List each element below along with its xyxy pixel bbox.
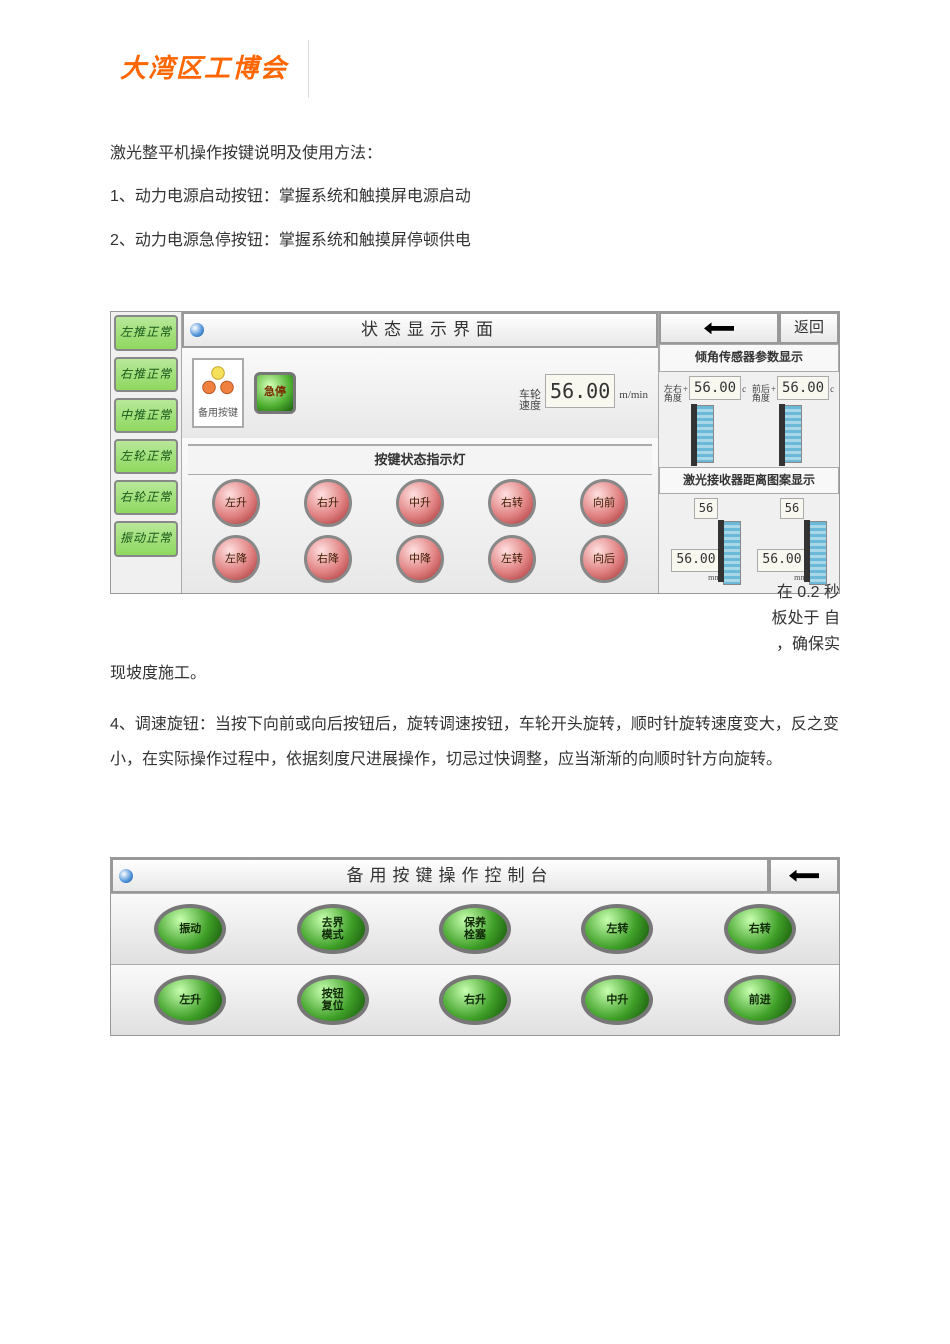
logo-container: 大湾区工博会	[110, 40, 309, 98]
indicator-button[interactable]: 中降	[396, 535, 444, 583]
indicator-button[interactable]: 中升	[396, 479, 444, 527]
laser-sensor: 5656.00mm	[757, 498, 826, 585]
indicator-button[interactable]: 向后	[580, 535, 628, 583]
indicator-row-b: 左降右降中降左转向后	[188, 531, 652, 587]
laser-title: 激光接收器距离图案显示	[659, 467, 839, 494]
app-icon	[190, 323, 204, 337]
laser-sensor: 5656.00mm	[671, 498, 740, 585]
control-button[interactable]: 中升	[581, 975, 653, 1025]
tilt-row: 左右角度+56.00c前后角度+56.00c	[659, 372, 839, 467]
status-chip: 右推正常	[114, 357, 178, 392]
panel2-title: 备用按键操作控制台	[139, 862, 761, 889]
return-button[interactable]: 返回	[779, 312, 839, 344]
indicator-row-a: 左升右升中升右转向前	[188, 475, 652, 531]
hmi-status-panel: 左推正常右推正常中推正常左轮正常右轮正常振动正常 状态显示界面 备用按键 急停 …	[110, 311, 840, 594]
speed-value: 56.00	[545, 374, 615, 408]
warning-icon	[200, 364, 236, 406]
speed-readout: 车轮速度 56.00 m/min	[519, 374, 648, 412]
control-button[interactable]: 左升	[154, 975, 226, 1025]
indicator-title: 按键状态指示灯	[188, 444, 652, 476]
indicator-button[interactable]: 右转	[488, 479, 536, 527]
logo-text: 大湾区工博会	[120, 48, 288, 90]
hmi-backup-panel: 备用按键操作控制台 振动 去界 模式 保养 栓塞 左转 右转 左升 按钮 复位 右升 中升 前进	[110, 857, 840, 1036]
return-button[interactable]	[769, 858, 839, 893]
backup-row-1: 振动 去界 模式 保养 栓塞 左转 右转	[111, 893, 839, 964]
status-chip: 左推正常	[114, 315, 178, 350]
panel-right: 返回 倾角传感器参数显示 左右角度+56.00c前后角度+56.00c 激光接收…	[659, 312, 839, 593]
status-chip: 右轮正常	[114, 480, 178, 515]
intro-line: 激光整平机操作按键说明及使用方法：	[110, 141, 840, 167]
indicator-button[interactable]: 向前	[580, 479, 628, 527]
tilt-sensor: 前后角度+56.00c	[752, 376, 834, 463]
backup-row-2: 左升 按钮 复位 右升 中升 前进	[111, 964, 839, 1035]
indicator-button[interactable]: 右升	[304, 479, 352, 527]
status-chip: 中推正常	[114, 398, 178, 433]
intro-line: 1、动力电源启动按钮：掌握系统和触摸屏电源启动	[110, 184, 840, 210]
tilt-title: 倾角传感器参数显示	[659, 344, 839, 371]
return-arrow-icon	[704, 322, 734, 334]
control-button[interactable]: 保养 栓塞	[439, 904, 511, 954]
indicator-button[interactable]: 左升	[212, 479, 260, 527]
backup-label: 备用按键	[198, 406, 238, 422]
panel-title: 状态显示界面	[210, 316, 650, 343]
status-chip: 左轮正常	[114, 439, 178, 474]
intro-text: 激光整平机操作按键说明及使用方法： 1、动力电源启动按钮：掌握系统和触摸屏电源启…	[110, 141, 840, 254]
control-button[interactable]: 振动	[154, 904, 226, 954]
status-column: 左推正常右推正常中推正常左轮正常右轮正常振动正常	[111, 312, 181, 593]
indicator-button[interactable]: 左降	[212, 535, 260, 583]
intro-line: 2、动力电源急停按钮：掌握系统和触摸屏停顿供电	[110, 228, 840, 254]
app-icon	[119, 869, 133, 883]
control-button[interactable]: 按钮 复位	[297, 975, 369, 1025]
control-button[interactable]: 左转	[581, 904, 653, 954]
panel-middle: 状态显示界面 备用按键 急停 车轮速度 56.00 m/min 按键状态指示灯 …	[181, 312, 659, 593]
control-button[interactable]: 前进	[724, 975, 796, 1025]
tilt-sensor: 左右角度+56.00c	[664, 376, 746, 463]
indicator-button[interactable]: 右降	[304, 535, 352, 583]
control-button[interactable]: 右转	[724, 904, 796, 954]
status-chip: 振动正常	[114, 521, 178, 556]
text-after1: 现坡度施工。	[110, 661, 840, 687]
text-after2: 4、调速旋钮：当按下向前或向后按钮后，旋转调速按钮，车轮开头旋转，顺时针旋转速度…	[110, 707, 840, 777]
return-arrow-icon	[789, 870, 819, 882]
indicator-button[interactable]: 左转	[488, 535, 536, 583]
laser-row: 5656.00mm5656.00mm	[659, 494, 839, 589]
estop-button[interactable]: 急停	[254, 372, 296, 414]
backup-key-box: 备用按键	[192, 358, 244, 428]
control-button[interactable]: 右升	[439, 975, 511, 1025]
speed-unit: m/min	[619, 387, 648, 405]
control-button[interactable]: 去界 模式	[297, 904, 369, 954]
